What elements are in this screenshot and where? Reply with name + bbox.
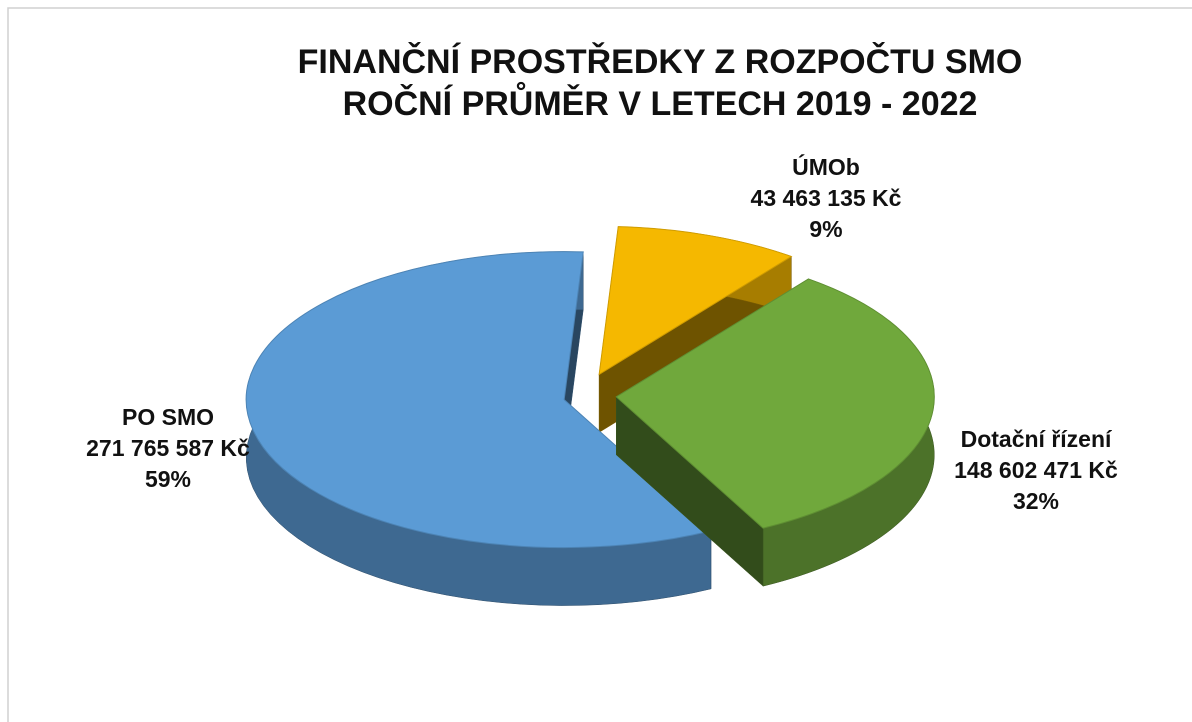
percent-label: 32% bbox=[1013, 488, 1059, 514]
percent-label: 59% bbox=[145, 466, 191, 492]
percent-label: 9% bbox=[809, 216, 842, 242]
slice-top bbox=[245, 251, 713, 549]
slice-top bbox=[598, 226, 793, 376]
slice-label: Dotační řízení bbox=[961, 426, 1113, 452]
value-label: 271 765 587 Kč bbox=[86, 435, 250, 461]
value-label: 43 463 135 Kč bbox=[751, 185, 902, 211]
chart-title: FINANČNÍ PROSTŘEDKY Z ROZPOČTU SMO bbox=[298, 42, 1023, 81]
slice-label: ÚMOb bbox=[792, 153, 860, 180]
pie-slice bbox=[615, 278, 935, 587]
chart-subtitle: ROČNÍ PRŮMĚR V LETECH 2019 - 2022 bbox=[343, 82, 978, 123]
value-label: 148 602 471 Kč bbox=[954, 457, 1118, 483]
slice-label: PO SMO bbox=[122, 404, 214, 430]
pie-slice bbox=[245, 251, 713, 606]
slice-top bbox=[615, 278, 935, 529]
